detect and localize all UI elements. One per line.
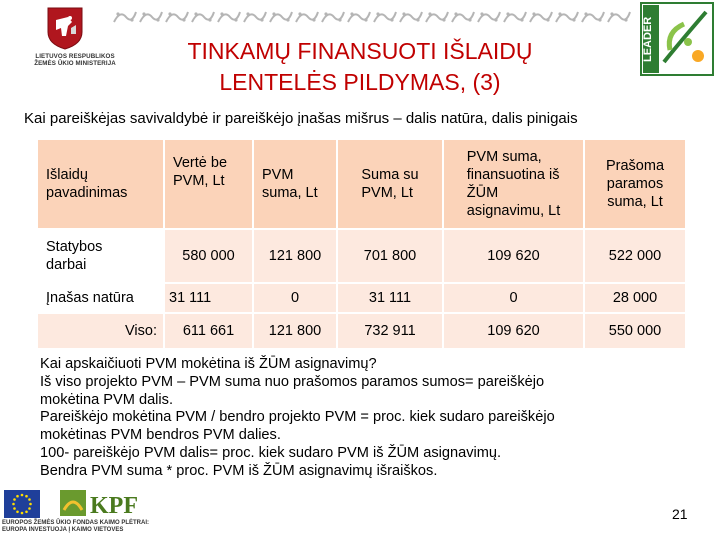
table-cell: 550 000 [585, 314, 685, 348]
kpf-logo-text: KPF [90, 493, 138, 518]
page-title: TINKAMŲ FINANSUOTI IŠLAIDŲ LENTELĖS PILD… [120, 36, 600, 98]
header-cell-requested-amount: Prašoma paramos suma, Lt [585, 140, 685, 228]
table-cell: 0 [444, 284, 583, 312]
row-label-construction: Statybos darbai [46, 239, 103, 273]
table-cell: 611 661 [165, 314, 252, 348]
subtitle: Kai pareiškėjas savivaldybė ir pareiškėj… [24, 110, 578, 127]
ministry-line-2: ŽEMĖS ŪKIO MINISTERIJA [34, 60, 116, 67]
title-line-2: LENTELĖS PILDYMAS, (3) [219, 69, 501, 95]
header-cell-vat: PVM suma, Lt [254, 140, 336, 228]
table-cell: 31 111 [165, 284, 252, 312]
table-cell: 701 800 [338, 230, 442, 282]
explanation-line: Bendra PVM suma * proc. PVM iš ŽŪM asign… [40, 462, 438, 479]
table-cell: 732 911 [338, 314, 442, 348]
explanation-line: Kai apskaičiuoti PVM mokėtina iš ŽŪM asi… [40, 356, 377, 372]
table-cell: 28 000 [585, 284, 685, 312]
row-label-in-kind: Įnašas natūra [46, 290, 134, 306]
eu-flag-icon [4, 490, 40, 518]
eu-fund-line-1: EUROPOS ŽEMĖS ŪKIO FONDAS KAIMO PLĖTRAI: [2, 520, 150, 526]
explanation-line: Iš viso projekto PVM – PVM suma nuo praš… [40, 373, 545, 390]
table-cell: 580 000 [165, 230, 252, 282]
page-number: 21 [672, 506, 688, 522]
header-cell-sum-with-vat: Suma su PVM, Lt [338, 140, 442, 228]
ministry-logo: LIETUVOS RESPUBLIKOS ŽEMĖS ŪKIO MINISTER… [10, 6, 140, 72]
coat-of-arms-icon [47, 7, 83, 50]
table-cell: 0 [254, 284, 336, 312]
leader-logo: LEADER [640, 2, 714, 76]
header-cell-value-without-vat: Vertė be PVM, Lt [165, 140, 252, 228]
kpf-logo: KPF [60, 490, 138, 518]
eu-fund-line-2: EUROPA INVESTUOJA Į KAIMO VIETOVES [2, 527, 124, 533]
title-line-1: TINKAMŲ FINANSUOTI IŠLAIDŲ [187, 38, 533, 64]
explanation-text: Kai apskaičiuoti PVM mokėtina iš ŽŪM asi… [40, 356, 680, 481]
explanation-line: mokėtinas PVM bendros PVM dalies. [40, 427, 281, 444]
table-cell: 109 620 [444, 230, 583, 282]
header-cell-vat-financed: PVM suma, finansuotina iš ŽŪM asignavimu, L… [444, 140, 583, 228]
row-label-total: Viso: [38, 314, 163, 348]
explanation-line: mokėtina PVM dalis. [40, 391, 174, 408]
decorative-ornament [112, 8, 632, 26]
table-cell: 121 800 [254, 314, 336, 348]
header-cell-name: Išlaidų pavadinimas [38, 140, 163, 228]
leader-logo-text: LEADER [642, 17, 654, 62]
explanation-line: Pareiškėjo mokėtina PVM / bendro projekt… [40, 409, 555, 426]
ministry-line-1: LIETUVOS RESPUBLIKOS [35, 53, 115, 60]
table-cell: 31 111 [338, 284, 442, 312]
explanation-line: 100- pareiškėjo PVM dalis= proc. kiek su… [40, 444, 502, 461]
table-cell: 121 800 [254, 230, 336, 282]
table-cell: 109 620 [444, 314, 583, 348]
eu-fund-text: EUROPOS ŽEMĖS ŪKIO FONDAS KAIMO PLĖTRAI:… [2, 520, 172, 534]
table-cell: 522 000 [585, 230, 685, 282]
